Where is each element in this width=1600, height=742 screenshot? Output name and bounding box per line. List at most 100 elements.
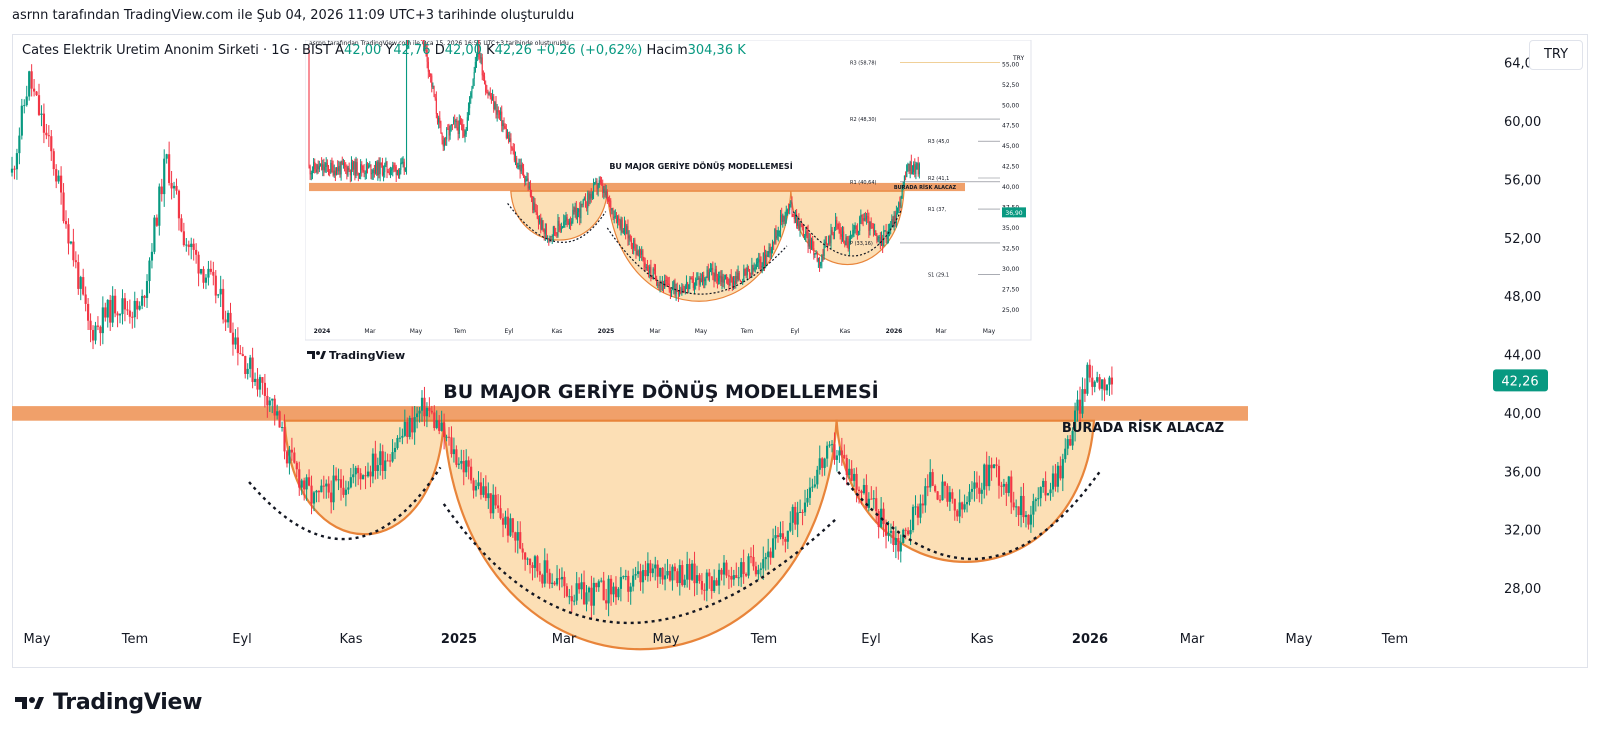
candle-body — [817, 257, 819, 262]
candle-body — [525, 179, 527, 182]
candle-body — [195, 249, 198, 255]
candle-body — [844, 241, 846, 246]
candle-body — [430, 73, 432, 76]
candle-body — [730, 576, 733, 580]
candle-body — [204, 277, 208, 283]
candle-body — [823, 458, 826, 468]
candle-body — [1071, 430, 1074, 446]
candle-body — [475, 57, 478, 62]
tradingview-logo[interactable]: TradingView — [15, 690, 202, 715]
candle-body — [424, 42, 426, 48]
candle-body — [519, 164, 521, 172]
candle-body — [456, 121, 458, 128]
candle-body — [931, 472, 934, 486]
candle-body — [498, 112, 501, 115]
candle-body — [514, 532, 517, 541]
inset-pivot-label: R2 (48,30) — [850, 117, 877, 123]
candle-body — [423, 397, 426, 417]
candle-body — [688, 284, 690, 289]
currency-button[interactable]: TRY — [1529, 40, 1583, 70]
candle-body — [563, 221, 565, 227]
candle-body — [435, 98, 437, 114]
candle-body — [646, 563, 649, 577]
candle-body — [506, 516, 510, 536]
candle-body — [607, 199, 609, 201]
candle-body — [581, 203, 583, 205]
y-tick-label: 42,50 — [1002, 164, 1019, 171]
x-tick-label: 2026 — [1072, 632, 1108, 647]
candle-body — [660, 282, 662, 285]
candle-body — [143, 295, 146, 298]
candle-body — [528, 186, 530, 189]
y-tick-label: 25,00 — [1002, 307, 1019, 314]
candle-body — [318, 166, 320, 170]
candle-body — [742, 281, 744, 284]
candle-body — [562, 226, 564, 228]
candle-body — [612, 208, 614, 218]
candle-body — [657, 284, 659, 286]
candle-body — [710, 576, 713, 592]
candle-body — [785, 209, 787, 217]
candle-body — [716, 276, 718, 282]
candle-body — [864, 218, 866, 220]
legend-symbol[interactable]: Cates Elektrik Uretim Anonim Sirketi · 1… — [22, 43, 331, 58]
candle-body — [849, 236, 852, 239]
candle-body — [764, 557, 767, 560]
candle-body — [839, 229, 841, 235]
candle-body — [158, 186, 161, 226]
candle-body — [852, 230, 854, 236]
candle-body — [995, 464, 998, 466]
candle-body — [662, 283, 665, 289]
candle-body — [720, 569, 723, 575]
candle-body — [460, 461, 463, 464]
candle-body — [801, 225, 803, 227]
candle-body — [627, 226, 629, 239]
candle-body — [899, 202, 901, 207]
candle-body — [800, 224, 802, 226]
candle-body — [771, 242, 774, 249]
candle-body — [315, 490, 318, 493]
candle-body — [941, 481, 944, 501]
candle-body — [722, 562, 726, 575]
candle-body — [1069, 439, 1072, 446]
candle-body — [749, 269, 751, 274]
dotted-arrow-3 — [792, 208, 903, 257]
candle-body — [871, 227, 873, 229]
candle-body — [887, 532, 890, 536]
candle-body — [576, 212, 579, 220]
candle-body — [648, 270, 650, 273]
candle-body — [261, 377, 264, 383]
candle-body — [628, 235, 630, 239]
legend-close: 42,26 — [494, 43, 532, 58]
candle-body — [391, 452, 394, 462]
candle-body — [420, 397, 424, 411]
candle-body — [907, 163, 909, 166]
candle-body — [432, 86, 434, 88]
candle-body — [705, 572, 708, 591]
candle-body — [768, 247, 770, 252]
candle-body — [366, 163, 369, 169]
candle-body — [892, 218, 894, 227]
candle-body — [477, 40, 479, 58]
candle-body — [670, 289, 673, 294]
candle-body — [385, 161, 387, 165]
inset-price-label: 36,90 — [1005, 210, 1022, 217]
candle-body — [921, 503, 924, 506]
candle-body — [126, 309, 129, 311]
candle-body — [674, 281, 676, 294]
candle-body — [613, 216, 615, 218]
candle-body — [860, 491, 863, 494]
candle-body — [867, 498, 870, 508]
candle-body — [629, 235, 631, 241]
candle-body — [626, 226, 628, 234]
candle-body — [91, 329, 95, 341]
candle-body — [882, 238, 884, 246]
candle-body — [853, 473, 856, 481]
candle-body — [884, 230, 886, 232]
candle-body — [808, 239, 810, 247]
candle-body — [889, 530, 893, 533]
candle-body — [867, 216, 869, 218]
candle-body — [843, 231, 845, 242]
candle-body — [596, 181, 598, 190]
